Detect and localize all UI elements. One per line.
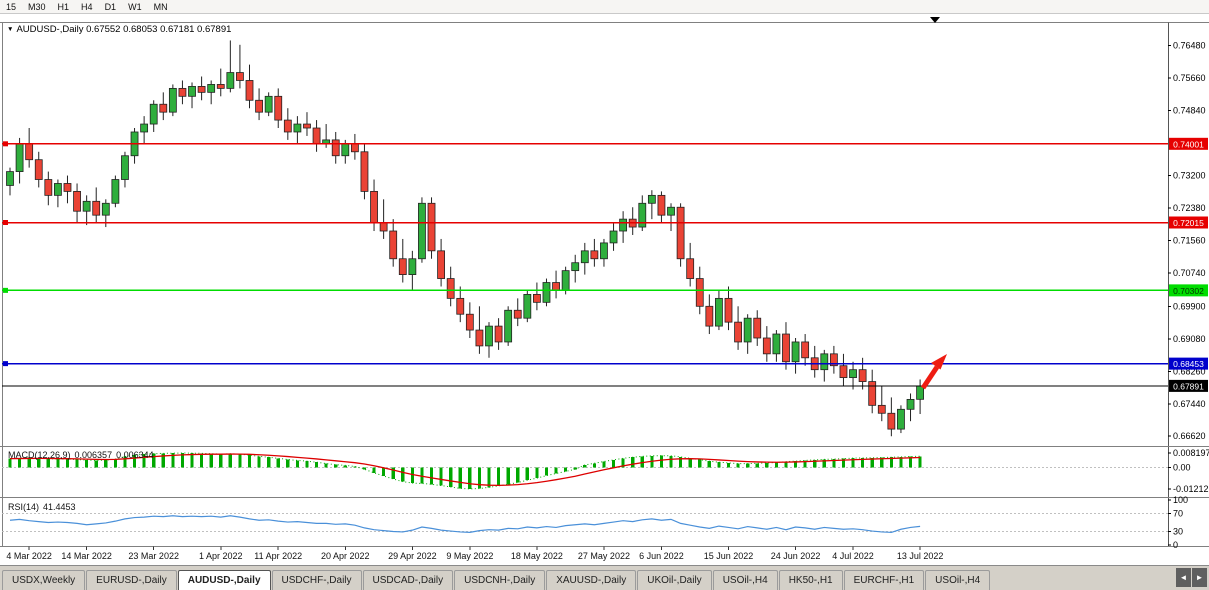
svg-text:0.70302: 0.70302 [1173, 286, 1204, 296]
svg-text:0.72015: 0.72015 [1173, 218, 1204, 228]
svg-text:30: 30 [1173, 527, 1183, 537]
svg-text:27 May 2022: 27 May 2022 [578, 551, 630, 561]
tab-usoil-h4[interactable]: USOil-,H4 [925, 570, 991, 590]
svg-text:4 Jul 2022: 4 Jul 2022 [832, 551, 874, 561]
svg-text:20 Apr 2022: 20 Apr 2022 [321, 551, 370, 561]
svg-text:0.71560: 0.71560 [1173, 236, 1206, 246]
candles [6, 40, 924, 437]
tab-scroll-buttons: ◄ ► [1176, 568, 1207, 587]
svg-text:0.68260: 0.68260 [1173, 366, 1206, 376]
svg-text:0.68453: 0.68453 [1173, 359, 1204, 369]
tab-usdchf-daily[interactable]: USDCHF-,Daily [271, 570, 362, 590]
svg-text:29 Apr 2022: 29 Apr 2022 [388, 551, 437, 561]
chart-shift-marker [930, 17, 940, 23]
tab-audusd-daily[interactable]: AUDUSD-,Daily [177, 570, 271, 590]
scroll-right-button[interactable]: ► [1192, 568, 1207, 587]
chart-tabs-bar: USDX,Weekly EURUSD-,Daily AUDUSD-,Daily USD… [0, 565, 1209, 590]
tab-eurusd-daily[interactable]: EURUSD-,Daily [86, 570, 177, 590]
svg-text:0: 0 [1173, 540, 1178, 550]
macd-indicator: 0.008197 0.00 -0.01212 [2, 448, 1209, 494]
timeframe-15-button[interactable]: 15 [6, 1, 17, 12]
svg-text:15 Jun 2022: 15 Jun 2022 [704, 551, 754, 561]
timeframe-w1-button[interactable]: W1 [128, 1, 142, 12]
svg-text:-0.01212: -0.01212 [1173, 484, 1209, 494]
svg-text:100: 100 [1173, 495, 1188, 505]
svg-text:13 Jul 2022: 13 Jul 2022 [897, 551, 944, 561]
tab-usdcnh-daily[interactable]: USDCNH-,Daily [454, 570, 546, 590]
date-axis: 4 Mar 2022 14 Mar 2022 23 Mar 2022 1 Apr 20… [6, 546, 944, 561]
svg-text:14 Mar 2022: 14 Mar 2022 [61, 551, 112, 561]
tab-usdcad-daily[interactable]: USDCAD-,Daily [362, 570, 454, 590]
svg-text:0.76480: 0.76480 [1173, 41, 1206, 51]
tab-hk50-h1[interactable]: HK50-,H1 [778, 570, 843, 590]
svg-text:70: 70 [1173, 509, 1183, 519]
timeframe-h1-button[interactable]: H1 [57, 1, 70, 12]
svg-text:0.74001: 0.74001 [1173, 139, 1204, 149]
timeframe-toolbar: 15 M30 H1 H4 D1 W1 MN [0, 0, 1209, 14]
price-chart-canvas[interactable]: 0.76480 0.75660 0.74840 0.73200 0.72380 0.715… [0, 14, 1209, 565]
svg-text:0.72380: 0.72380 [1173, 203, 1206, 213]
rsi-indicator: 100 70 30 0 [2, 495, 1188, 550]
svg-text:0.69900: 0.69900 [1173, 301, 1206, 311]
svg-text:6 Jun 2022: 6 Jun 2022 [639, 551, 684, 561]
timeframe-mn-button[interactable]: MN [153, 1, 168, 12]
svg-text:9 May 2022: 9 May 2022 [446, 551, 493, 561]
svg-text:0.73200: 0.73200 [1173, 171, 1206, 181]
timeframe-d1-button[interactable]: D1 [104, 1, 117, 12]
svg-text:0.74840: 0.74840 [1173, 106, 1206, 116]
scroll-left-button[interactable]: ◄ [1176, 568, 1191, 587]
tab-usoil-h4[interactable]: USOil-,H4 [712, 570, 778, 590]
trend-arrow-annotation[interactable] [920, 354, 947, 390]
svg-text:0.75660: 0.75660 [1173, 73, 1206, 83]
svg-text:0.67440: 0.67440 [1173, 399, 1206, 409]
svg-text:24 Jun 2022: 24 Jun 2022 [771, 551, 821, 561]
svg-text:18 May 2022: 18 May 2022 [511, 551, 563, 561]
svg-text:1 Apr 2022: 1 Apr 2022 [199, 551, 243, 561]
timeframe-h4-button[interactable]: H4 [81, 1, 93, 12]
svg-text:0.66620: 0.66620 [1173, 431, 1206, 441]
svg-text:4 Mar 2022: 4 Mar 2022 [6, 551, 52, 561]
tab-usdx-weekly[interactable]: USDX,Weekly [2, 570, 86, 590]
svg-text:0.00: 0.00 [1173, 463, 1191, 473]
svg-text:0.67891: 0.67891 [1173, 381, 1204, 391]
svg-text:0.008197: 0.008197 [1173, 448, 1209, 458]
tab-eurchf-h1[interactable]: EURCHF-,H1 [843, 570, 925, 590]
timeframe-m30-button[interactable]: M30 [28, 1, 46, 12]
price-axis: 0.76480 0.75660 0.74840 0.73200 0.72380 0.715… [1168, 41, 1208, 441]
tab-ukoil-daily[interactable]: UKOil-,Daily [637, 570, 712, 590]
svg-text:0.70740: 0.70740 [1173, 268, 1206, 278]
svg-text:11 Apr 2022: 11 Apr 2022 [254, 551, 302, 561]
svg-text:0.69080: 0.69080 [1173, 334, 1206, 344]
svg-text:23 Mar 2022: 23 Mar 2022 [128, 551, 179, 561]
tab-xauusd-daily[interactable]: XAUUSD-,Daily [546, 570, 637, 590]
